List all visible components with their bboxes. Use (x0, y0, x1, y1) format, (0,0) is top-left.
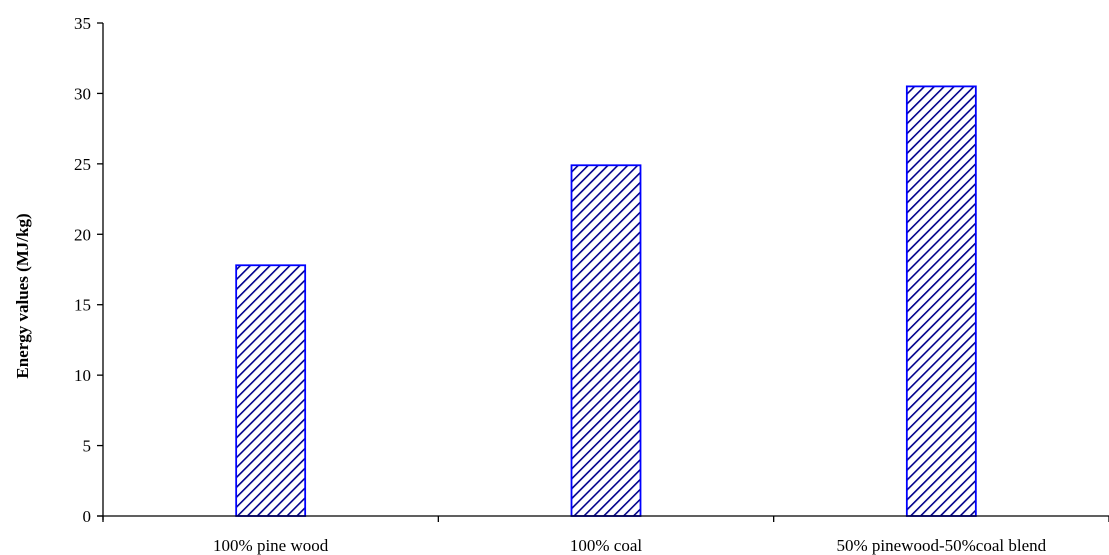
y-tick-label: 10 (74, 366, 91, 385)
y-tick-label: 20 (74, 225, 91, 244)
y-tick-label: 5 (83, 437, 92, 456)
y-tick-label: 15 (74, 296, 91, 315)
x-tick-label: 100% coal (570, 536, 643, 555)
bar-2 (570, 164, 642, 517)
y-tick-label: 0 (83, 507, 92, 526)
y-tick-label: 25 (74, 155, 91, 174)
x-tick-label: 100% pine wood (213, 536, 329, 555)
x-tick-label: 50% pinewood-50%coal blend (837, 536, 1047, 555)
bar-1 (235, 264, 307, 517)
y-axis-title: Energy values (MJ/kg) (13, 213, 32, 378)
y-tick-label: 30 (74, 84, 91, 103)
plot-area: 0 5 10 15 20 25 30 35 100% pine wood 100% coal 50%… (74, 14, 1109, 555)
bar-3 (905, 85, 977, 517)
y-tick-label: 35 (74, 14, 91, 33)
